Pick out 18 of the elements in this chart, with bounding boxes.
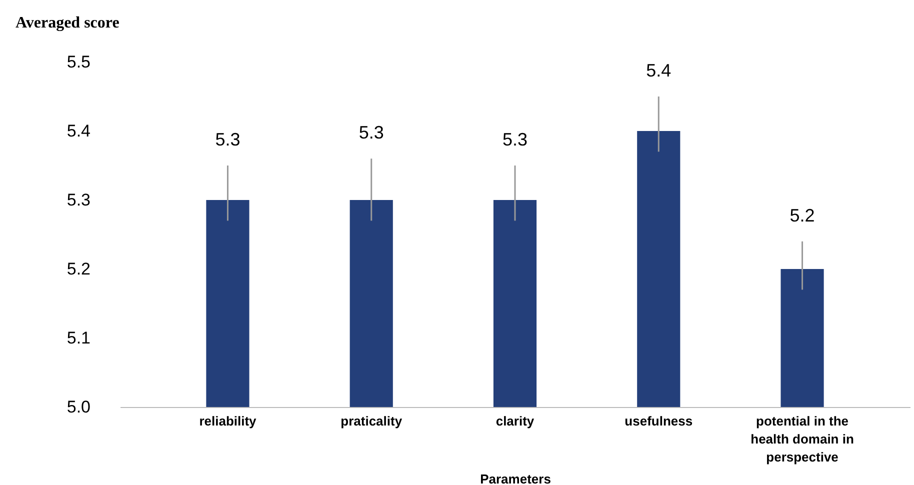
y-tick-label: 5.2 (66, 260, 90, 278)
y-tick-label: 5.5 (66, 52, 90, 72)
y-tick-label: 5.0 (66, 398, 90, 416)
x-tick-label: praticality (340, 414, 403, 428)
x-axis-title: Parameters (480, 472, 551, 485)
data-label: 5.3 (215, 130, 240, 150)
y-tick-label: 5.1 (66, 328, 90, 348)
x-tick-label: potential in the health domain in perspective (750, 414, 854, 464)
data-label: 5.4 (646, 60, 672, 80)
x-tick-label: usefulness (624, 414, 693, 428)
x-tick-label: reliability (199, 414, 258, 428)
data-label: 5.2 (790, 205, 815, 226)
x-tick-label: clarity (496, 414, 535, 428)
y-tick-label: 5.3 (66, 190, 90, 210)
y-tick-label: 5.4 (66, 122, 90, 140)
data-label: 5.3 (358, 122, 384, 143)
data-label: 5.3 (502, 130, 528, 150)
y-axis-title: Averaged score (16, 14, 120, 32)
